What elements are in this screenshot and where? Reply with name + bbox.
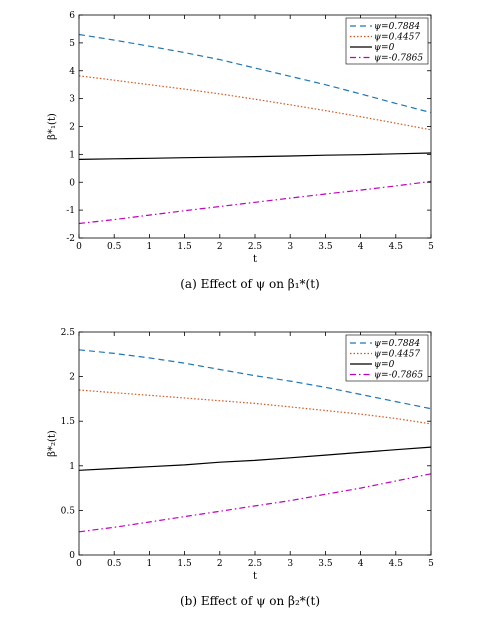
- y-tick-label-a: 3: [69, 95, 75, 105]
- y-tick-label-a: -2: [66, 234, 75, 244]
- tick-labels-b: 0 0.5 1 1.5 2 2.5 3 3.5 4 4.5 5 0 0.5 1 1.5 2 2.5: [61, 328, 434, 569]
- x-tick-label-b: 3.5: [318, 559, 333, 569]
- legend-label-a-1: ψ=0.4457: [374, 33, 420, 43]
- series-line-a-0: [78, 33, 432, 114]
- x-tick-label-a: 1.5: [177, 242, 192, 252]
- legend-label-b-2: ψ=0: [374, 360, 395, 370]
- x-tick-label-a: 4: [358, 242, 364, 252]
- y-tick-label-a: 0: [69, 178, 75, 188]
- y-tick-label-a: 1: [69, 150, 75, 160]
- x-tick-label-a: 3.5: [318, 242, 333, 252]
- x-tick-label-b: 1.5: [177, 559, 192, 569]
- axes-b: [78, 331, 432, 556]
- y-tick-label-a: 4: [69, 67, 75, 77]
- caption-a: (a) Effect of ψ on β₁*(t): [180, 277, 319, 291]
- x-tick-label-b: 1: [147, 559, 153, 569]
- y-axis-label-a: β*₁(t): [47, 113, 58, 140]
- chart-panel-b: 0 0.5 1 1.5 2 2.5 3 3.5 4 4.5 5 0 0.5 1 1.5 2 2.5 t β*₂(…: [47, 328, 434, 608]
- series-line-b-2: [78, 446, 432, 471]
- x-tick-label-a: 3: [287, 242, 293, 252]
- caption-b: (b) Effect of ψ on β₂*(t): [180, 594, 320, 608]
- x-tick-label-a: 0.5: [107, 242, 122, 252]
- y-tick-label-b: 1.5: [61, 417, 76, 427]
- series-lines-b: [78, 349, 432, 533]
- y-tick-label-b: 0: [69, 551, 75, 561]
- y-tick-label-a: 2: [69, 123, 75, 133]
- x-tick-label-a: 1: [147, 242, 153, 252]
- y-axis-label-b: β*₂(t): [47, 430, 58, 457]
- x-tick-label-b: 4.5: [389, 559, 404, 569]
- y-tick-label-a: -1: [66, 206, 75, 216]
- x-tick-label-b: 2.5: [248, 559, 263, 569]
- x-tick-label-b: 0: [76, 559, 82, 569]
- y-tick-label-b: 0.5: [61, 506, 76, 516]
- x-tick-label-b: 3: [287, 559, 293, 569]
- legend-label-b-1: ψ=0.4457: [374, 350, 420, 360]
- y-tick-label-b: 1: [69, 462, 75, 472]
- x-tick-label-b: 5: [428, 559, 434, 569]
- legend-label-a-3: ψ=-0.7865: [374, 54, 423, 64]
- x-tick-label-a: 5: [428, 242, 434, 252]
- legend-box-a: [345, 17, 429, 65]
- y-tick-label-b: 2.5: [61, 328, 76, 338]
- x-tick-label-a: 4.5: [389, 242, 404, 252]
- y-tick-label-b: 2: [69, 373, 75, 383]
- x-tick-label-a: 2: [217, 242, 223, 252]
- axes-a: [78, 14, 432, 239]
- y-tick-label-a: 6: [69, 11, 75, 21]
- series-line-a-3: [78, 180, 432, 225]
- x-axis-label-a: t: [253, 254, 257, 265]
- legend-box-b: [345, 334, 429, 382]
- x-tick-label-a: 2.5: [248, 242, 263, 252]
- tick-labels-a: 0 0.5 1 1.5 2 2.5 3 3.5 4 4.5 5 -2 -1 0 1 2 3 4 5 6: [66, 11, 434, 252]
- x-axis-label-b: t: [253, 571, 257, 582]
- legend-label-a-0: ψ=0.7884: [374, 22, 420, 32]
- x-tick-label-b: 2: [217, 559, 223, 569]
- y-tick-label-a: 5: [69, 39, 75, 49]
- x-tick-label-b: 4: [358, 559, 364, 569]
- legend-label-b-0: ψ=0.7884: [374, 339, 420, 349]
- legend-label-b-3: ψ=-0.7865: [374, 371, 423, 381]
- series-line-a-2: [78, 152, 432, 160]
- legend-label-a-2: ψ=0: [374, 43, 395, 53]
- series-lines-a: [78, 33, 432, 225]
- chart-panel-a: 0 0.5 1 1.5 2 2.5 3 3.5 4 4.5 5 -2 -1 0 1 2 3 4 5 6 t β*₁(t…: [47, 11, 434, 291]
- x-tick-label-a: 0: [76, 242, 82, 252]
- series-line-b-1: [78, 389, 432, 425]
- series-line-b-3: [78, 473, 432, 533]
- x-tick-label-b: 0.5: [107, 559, 122, 569]
